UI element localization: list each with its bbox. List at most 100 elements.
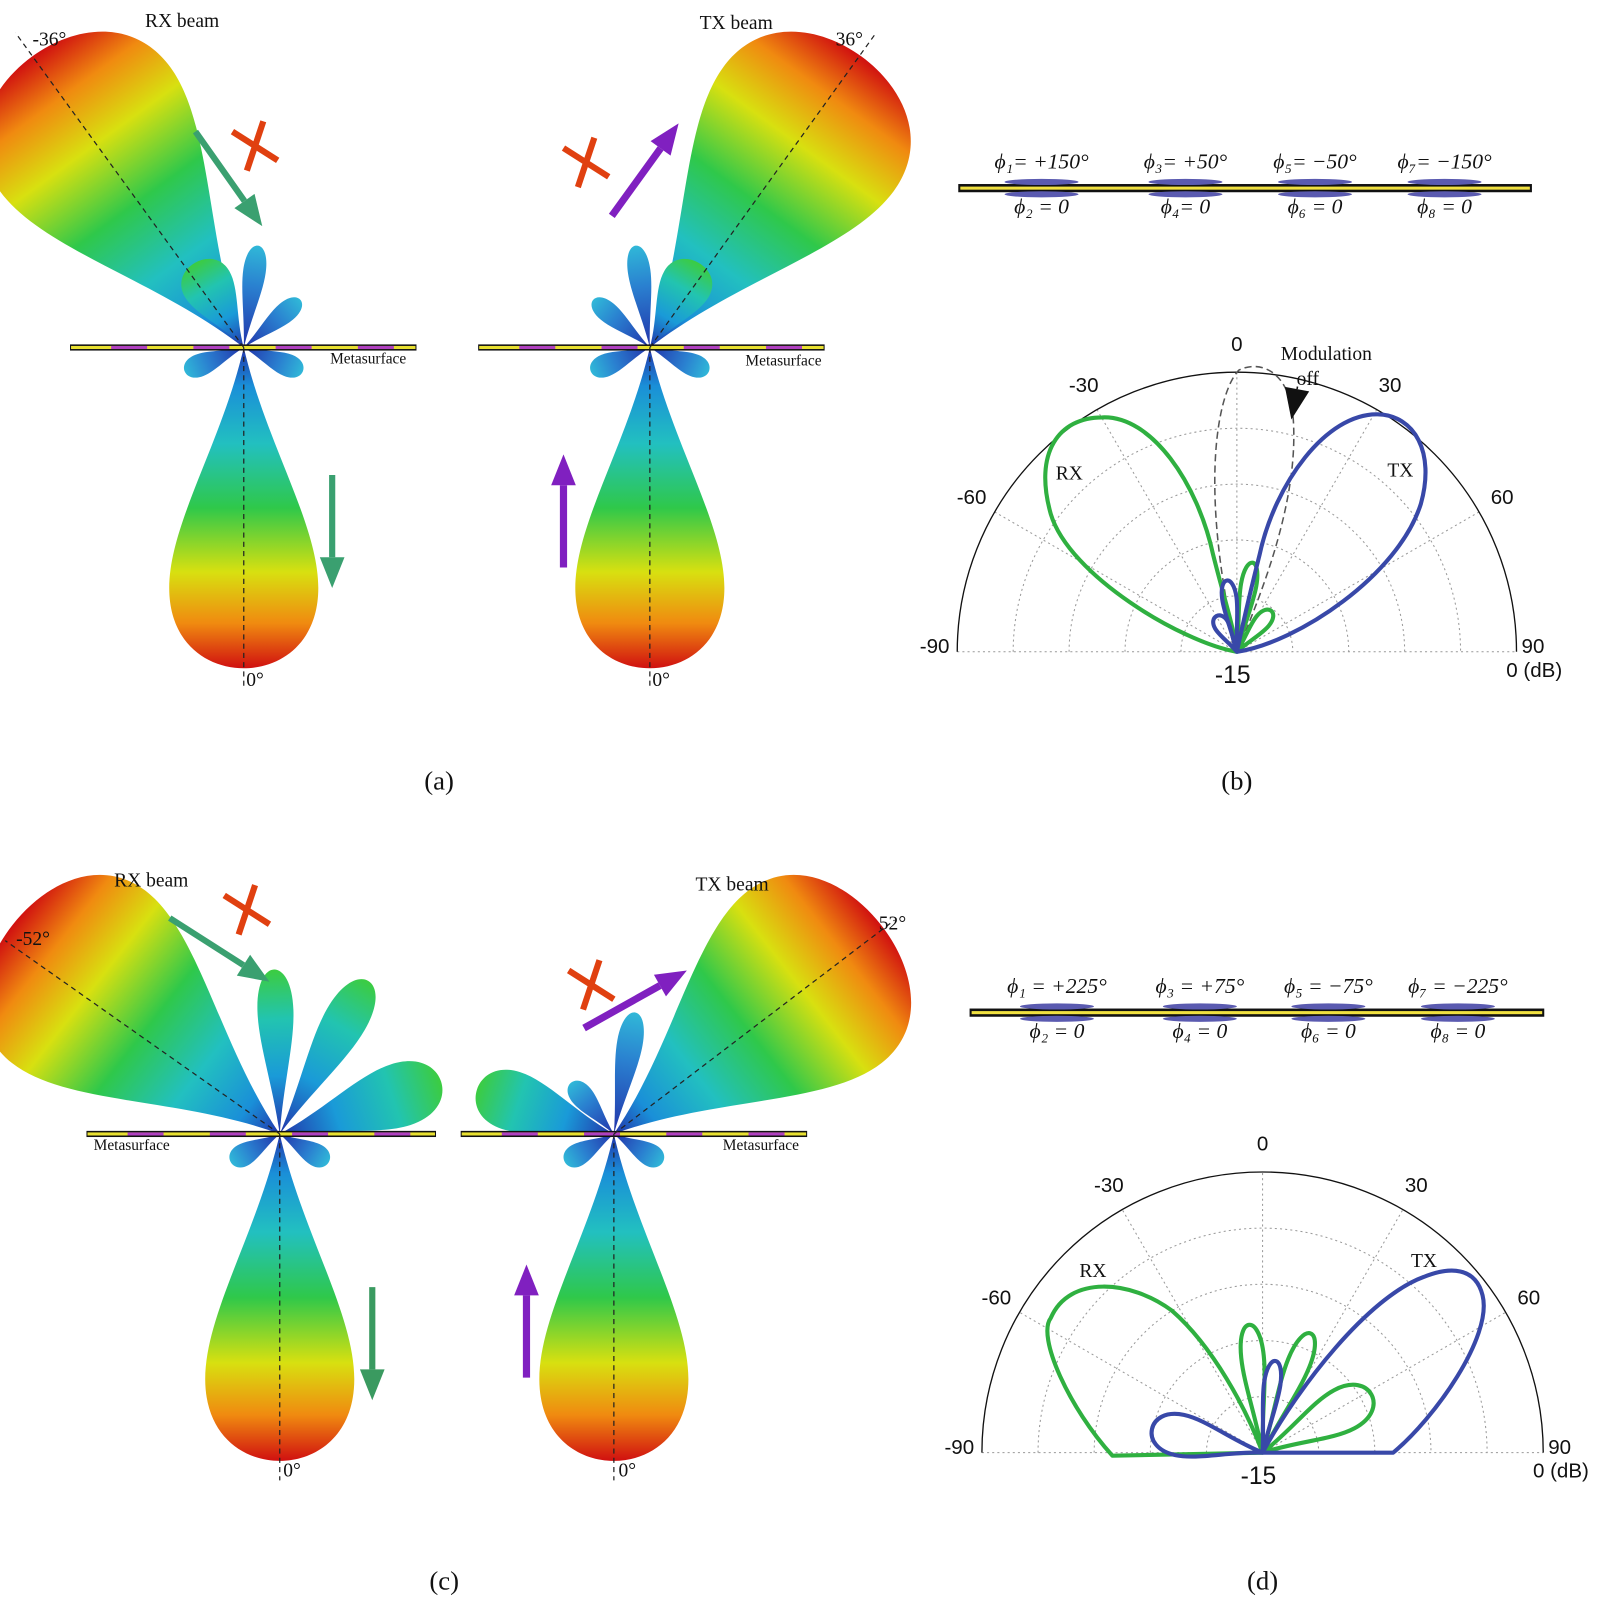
phase-element: [1019, 1003, 1094, 1010]
polar-angle-label: 60: [1517, 1286, 1540, 1309]
arrow-head: [650, 123, 679, 156]
metasurface-cell: [127, 1132, 164, 1136]
lobe: [184, 347, 244, 378]
phase-element: [1291, 1003, 1366, 1010]
cross: [574, 136, 598, 189]
caption: (a): [424, 766, 454, 796]
phase-element: [1420, 1015, 1495, 1022]
arrow-head: [653, 970, 687, 997]
metasurface-cell: [666, 1132, 703, 1136]
guide-line: [15, 32, 245, 348]
phase-label: ϕ₁ = +225°: [1007, 974, 1107, 998]
lobe: [649, 258, 713, 348]
phase-element: [1277, 178, 1353, 186]
phase-element: [1407, 191, 1482, 198]
metasurface-cell: [111, 345, 148, 350]
metasurface-core: [87, 1132, 435, 1136]
phase-label: ϕ₈ = 0: [1430, 1019, 1485, 1043]
label: Metasurface: [330, 350, 406, 367]
lobe: [257, 969, 294, 1134]
metasurface-cell: [357, 345, 394, 350]
lobe: [279, 979, 376, 1134]
phase-bar-core: [960, 186, 1530, 190]
polar-lobe: [1235, 607, 1276, 654]
phase-label: ϕ₄ = 0: [1172, 1019, 1227, 1043]
phase-label: ϕ₇= −150°: [1397, 149, 1492, 173]
polar-curve: [1045, 1284, 1265, 1458]
polar-radial-label: -15: [1241, 1463, 1277, 1490]
phase-label: ϕ₆ = 0: [1288, 195, 1343, 219]
lobe: [539, 1133, 689, 1461]
polar-curve: [1234, 412, 1428, 654]
metasurface-cell: [209, 1132, 246, 1136]
metasurface-core: [461, 1132, 807, 1136]
polar-radial-label: 0 (dB): [1506, 659, 1562, 682]
polar-ring: [1037, 1227, 1488, 1453]
lobe: [475, 1069, 614, 1134]
lobe: [279, 1133, 331, 1168]
label: RX: [1079, 1261, 1106, 1282]
label: 0°: [283, 1461, 301, 1482]
phase-label: ϕ₄= 0: [1161, 195, 1211, 219]
arrow-shaft: [582, 982, 662, 1032]
arrow-head: [514, 1264, 539, 1296]
cross: [235, 884, 258, 936]
label: TX beam: [700, 13, 773, 34]
phase-label: ϕ₇ = −225°: [1408, 974, 1508, 998]
polar-radial-label: -15: [1215, 662, 1251, 689]
polar-angle-label: 0: [1257, 1133, 1268, 1156]
polar-ring: [1124, 539, 1350, 652]
lobe: [181, 258, 244, 348]
label: 0°: [246, 670, 264, 691]
phase-element: [1420, 1003, 1495, 1010]
polar-angle-label: 90: [1548, 1436, 1571, 1459]
phase-element: [1407, 178, 1482, 186]
phase-element: [1004, 178, 1079, 186]
metasurface-cell: [275, 345, 312, 350]
label: Metasurface: [723, 1137, 799, 1154]
label: -52°: [16, 929, 50, 950]
polar-curve: [1043, 415, 1239, 654]
metasurface-core: [479, 345, 824, 350]
metasurface-cell: [193, 345, 230, 350]
phase-label: ϕ₈ = 0: [1417, 195, 1472, 219]
polar-outline: [981, 1171, 1544, 1453]
polar-lobe: [1260, 1358, 1284, 1454]
arrow-head: [1284, 386, 1310, 420]
lobe: [627, 245, 652, 348]
label: 52°: [879, 914, 906, 935]
lobe: [613, 1133, 665, 1168]
polar-angle-label: -90: [944, 1436, 974, 1459]
metasurface-cell: [519, 345, 556, 350]
metasurface-cell: [292, 1132, 329, 1136]
polar-angle-label: -30: [1069, 374, 1099, 397]
phase-element: [1019, 1015, 1094, 1022]
cross: [580, 959, 603, 1011]
arrow-shaft: [608, 146, 664, 218]
label: RX beam: [145, 11, 219, 32]
polar-spoke: [1236, 511, 1480, 653]
polar-angle-label: 30: [1405, 1174, 1428, 1197]
lobe: [242, 245, 267, 348]
polar-angle-label: 60: [1491, 486, 1514, 509]
label: 36°: [836, 30, 863, 51]
metasurface-cell: [683, 345, 720, 350]
phase-bar-core: [971, 1011, 1543, 1015]
phase-label: ϕ₅= −50°: [1273, 149, 1357, 173]
metasurface-cell: [748, 1132, 785, 1136]
phase-label: ϕ₁= +150°: [994, 149, 1089, 173]
lobe: [279, 1061, 443, 1134]
phase-label: ϕ₃ = +75°: [1155, 974, 1244, 998]
polar-lobe: [1261, 1382, 1376, 1455]
polar-angle-label: -60: [957, 486, 987, 509]
polar-spoke: [994, 511, 1238, 653]
label: 0°: [618, 1461, 636, 1482]
polar-ring: [1012, 427, 1462, 652]
phase-element: [1277, 191, 1353, 198]
polar-lobe: [1211, 613, 1239, 654]
polar-angle-label: 0: [1231, 333, 1242, 356]
metasurface-cell: [601, 345, 638, 350]
polar-ring: [1093, 1283, 1432, 1453]
phase-label: ϕ₆ = 0: [1301, 1019, 1356, 1043]
